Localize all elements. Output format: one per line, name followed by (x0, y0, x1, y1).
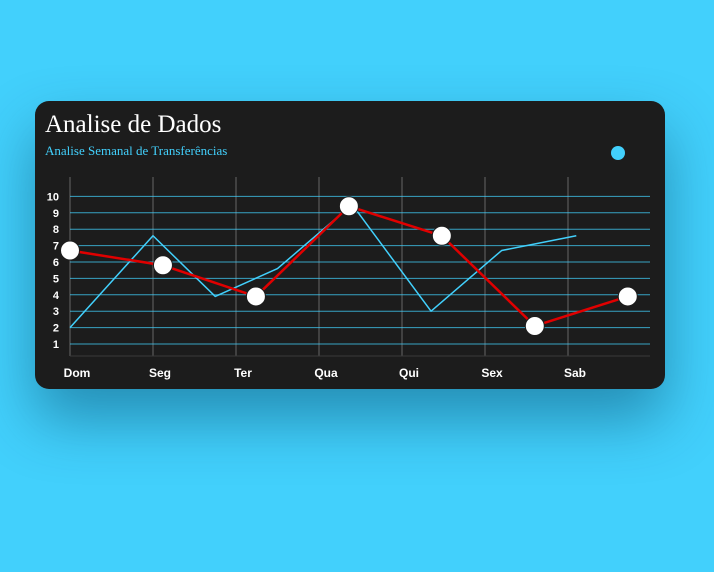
data-point (245, 286, 266, 307)
x-tick-label: Sab (564, 366, 586, 380)
y-tick-label: 6 (53, 257, 59, 269)
x-tick-label: Qua (314, 366, 338, 380)
y-tick-label: 8 (53, 224, 59, 236)
line-chart: Dom Seg Ter Qua Qui Sex Sab 1 2 3 4 5 6 7 8 9 10 (47, 177, 650, 380)
data-point (338, 196, 359, 217)
data-point (60, 240, 80, 261)
x-tick-label: Seg (149, 366, 171, 380)
data-point (617, 286, 638, 307)
legend-marker[interactable] (611, 146, 625, 160)
x-tick-label: Qui (399, 366, 419, 380)
y-tick-label: 1 (53, 339, 59, 351)
y-tick-label: 3 (53, 306, 59, 318)
y-tick-label: 2 (53, 323, 59, 335)
y-tick-label: 7 (53, 241, 59, 253)
chart-subtitle: Analise Semanal de Transferências (45, 143, 228, 158)
y-tick-label: 10 (47, 191, 59, 203)
series-line (69, 203, 577, 329)
y-tick-label: 9 (53, 208, 59, 220)
x-tick-label: Ter (234, 366, 252, 380)
y-tick-label: 5 (53, 273, 59, 285)
chart-title: Analise de Dados (45, 111, 222, 138)
data-point (152, 255, 173, 276)
x-tick-label: Sex (481, 366, 503, 380)
x-tick-label: Dom (64, 366, 91, 380)
chart-card: Analise de Dados Analise Semanal de Tran… (35, 101, 665, 389)
y-tick-label: 4 (53, 290, 60, 302)
data-point (524, 315, 545, 336)
data-point (431, 225, 452, 246)
